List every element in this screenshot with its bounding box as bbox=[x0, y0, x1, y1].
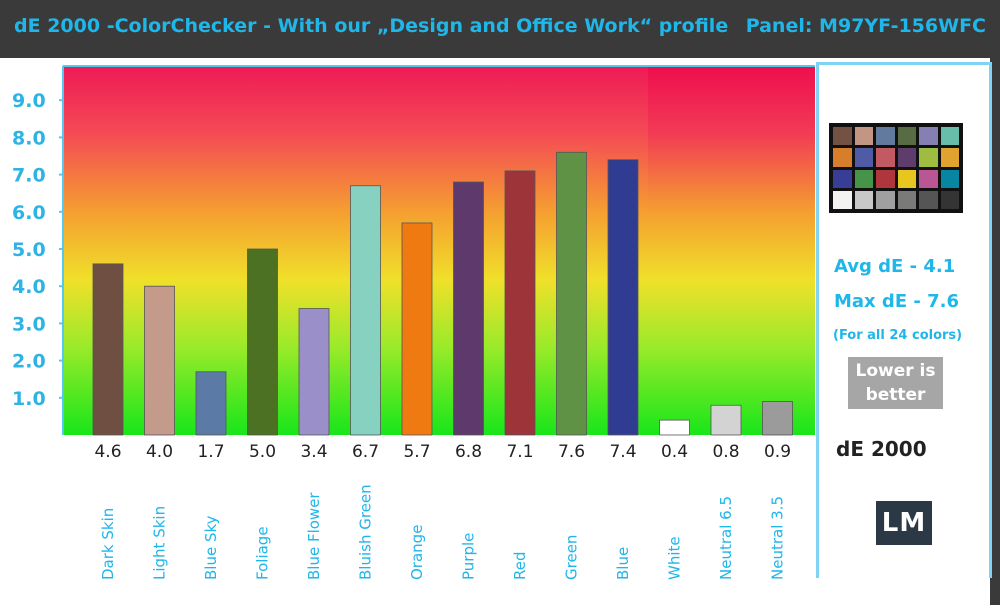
color-swatch bbox=[919, 190, 938, 209]
bar-purple bbox=[453, 181, 484, 436]
bar-value-label: 1.7 bbox=[197, 442, 224, 462]
color-swatch bbox=[940, 127, 959, 146]
category-label: Foliage bbox=[254, 526, 272, 580]
color-swatch bbox=[897, 148, 916, 167]
category-label: Blue bbox=[614, 547, 632, 580]
all-colors-note: (For all 24 colors) bbox=[833, 328, 963, 343]
bar-blue bbox=[607, 159, 639, 436]
bar-value-label: 5.0 bbox=[249, 442, 276, 462]
color-swatch bbox=[854, 148, 873, 167]
color-swatch bbox=[876, 169, 895, 188]
color-swatch bbox=[876, 127, 895, 146]
bar-orange bbox=[401, 222, 433, 436]
bar-value-label: 7.4 bbox=[609, 442, 636, 462]
lower-is-better-badge: Lower is better bbox=[848, 357, 943, 409]
bar-value-label: 3.4 bbox=[300, 442, 327, 462]
bar-dark-skin bbox=[92, 263, 124, 436]
color-swatch bbox=[940, 148, 959, 167]
color-swatch bbox=[876, 148, 895, 167]
bar-value-label: 0.9 bbox=[764, 442, 791, 462]
bar-value-label: 7.6 bbox=[558, 442, 585, 462]
color-swatch bbox=[854, 127, 873, 146]
color-swatch bbox=[940, 169, 959, 188]
category-label: Light Skin bbox=[151, 506, 169, 580]
bar-value-label: 4.6 bbox=[94, 442, 121, 462]
category-label: Orange bbox=[408, 525, 426, 580]
category-label: Red bbox=[511, 552, 529, 581]
colorchecker-swatch-grid bbox=[829, 123, 963, 213]
bar-value-label: 6.7 bbox=[352, 442, 379, 462]
category-label: Dark Skin bbox=[99, 508, 117, 580]
category-label: Bluish Green bbox=[357, 484, 375, 580]
bar-green bbox=[556, 151, 587, 436]
color-swatch bbox=[897, 127, 916, 146]
category-label: Blue Flower bbox=[305, 492, 323, 580]
bar-white bbox=[659, 419, 690, 436]
bar-neutral-6-5 bbox=[710, 404, 742, 436]
y-tick-label: 8.0 bbox=[12, 127, 46, 149]
bar-value-label: 5.7 bbox=[403, 442, 430, 462]
color-swatch bbox=[833, 148, 852, 167]
bar-blue-flower bbox=[298, 308, 330, 436]
laptopmedia-logo: LM bbox=[876, 501, 932, 545]
color-swatch bbox=[897, 190, 916, 209]
y-tick-label: 6.0 bbox=[12, 202, 46, 224]
panel-name: Panel: M97YF-156WFC bbox=[745, 15, 986, 37]
lower-line1: Lower is bbox=[855, 361, 936, 381]
color-swatch bbox=[897, 169, 916, 188]
color-swatch bbox=[919, 127, 938, 146]
y-tick-label: 2.0 bbox=[12, 351, 46, 373]
color-swatch bbox=[833, 169, 852, 188]
metric-label: dE 2000 bbox=[836, 437, 927, 461]
lower-line2: better bbox=[865, 385, 926, 405]
color-swatch bbox=[919, 148, 938, 167]
neutral-background bbox=[648, 66, 815, 435]
color-swatch bbox=[876, 190, 895, 209]
y-tick-label: 1.0 bbox=[12, 388, 46, 410]
y-tick-label: 3.0 bbox=[12, 313, 46, 335]
bar-value-label: 0.4 bbox=[661, 442, 688, 462]
y-tick-label: 5.0 bbox=[12, 239, 46, 261]
bar-value-label: 7.1 bbox=[506, 442, 533, 462]
category-label: Green bbox=[563, 535, 581, 580]
color-swatch bbox=[940, 190, 959, 209]
y-tick-label: 7.0 bbox=[12, 165, 46, 187]
color-swatch bbox=[919, 169, 938, 188]
bar-light-skin bbox=[144, 285, 175, 436]
y-tick-label: 4.0 bbox=[12, 276, 46, 298]
category-label: Neutral 6.5 bbox=[717, 496, 735, 580]
bar-red bbox=[504, 170, 536, 436]
max-de: Max dE - 7.6 bbox=[834, 291, 960, 312]
color-swatch bbox=[833, 127, 852, 146]
chart-title: dE 2000 -ColorChecker - With our „Design… bbox=[14, 15, 729, 37]
y-tick-label: 9.0 bbox=[12, 90, 46, 112]
bar-value-label: 0.8 bbox=[712, 442, 739, 462]
color-swatch bbox=[833, 190, 852, 209]
bar-blue-sky bbox=[195, 371, 227, 436]
bar-value-label: 4.0 bbox=[146, 442, 173, 462]
color-swatch bbox=[854, 169, 873, 188]
bar-bluish-green bbox=[350, 185, 381, 436]
color-swatch bbox=[854, 190, 873, 209]
avg-de: Avg dE - 4.1 bbox=[834, 256, 956, 277]
category-label: Purple bbox=[460, 533, 478, 580]
bar-value-label: 6.8 bbox=[455, 442, 482, 462]
category-label: White bbox=[666, 536, 684, 580]
bar-foliage bbox=[247, 248, 278, 436]
bar-neutral-3-5 bbox=[762, 401, 793, 436]
category-label: Neutral 3.5 bbox=[769, 496, 787, 580]
category-label: Blue Sky bbox=[202, 515, 220, 580]
